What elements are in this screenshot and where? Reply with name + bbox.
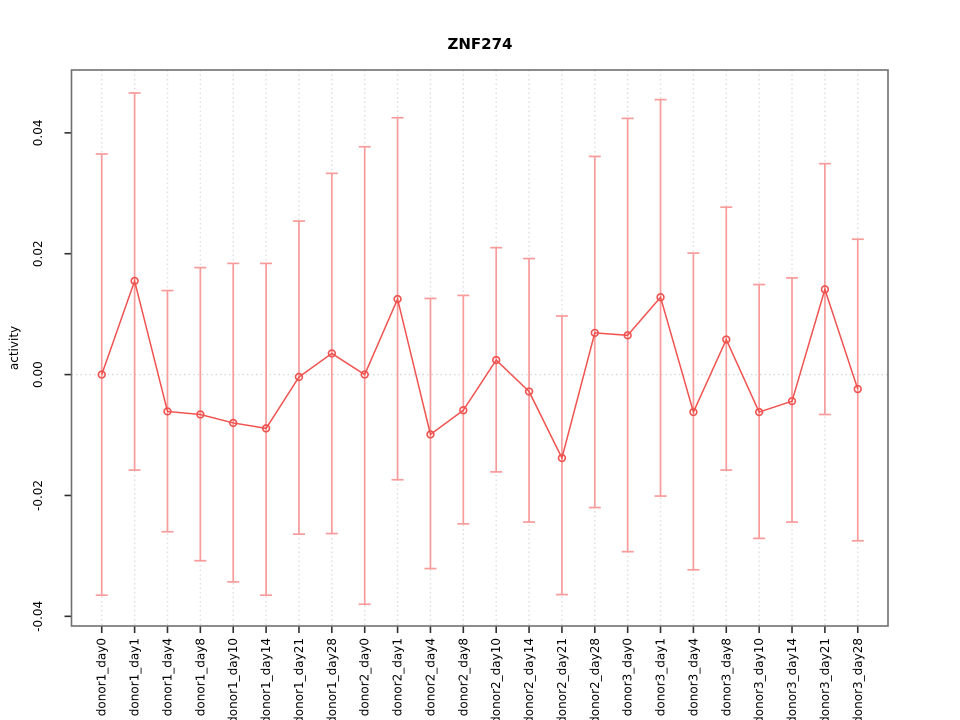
error-bars-group — [95, 92, 864, 606]
y-tick-label: 0.02 — [31, 240, 45, 267]
data-point — [722, 335, 731, 344]
x-tick-label: donor1_day8 — [193, 638, 207, 716]
x-tick-label: donor2_day21 — [555, 638, 569, 720]
x-tick-label: donor3_day14 — [785, 638, 799, 720]
data-points-group — [97, 276, 862, 463]
data-point — [327, 349, 337, 358]
data-point — [524, 387, 534, 396]
plot-border — [70, 69, 889, 627]
x-tick-label: donor1_day28 — [325, 638, 339, 720]
y-tick-label: 0.00 — [31, 361, 45, 388]
y-tick-label: -0.02 — [31, 480, 45, 511]
data-point — [459, 406, 468, 415]
data-point — [491, 355, 501, 365]
data-point — [163, 407, 172, 416]
series-line — [101, 278, 859, 461]
data-point — [590, 328, 599, 338]
data-point — [754, 407, 764, 417]
data-point — [393, 294, 402, 304]
chart-title: ZNF274 — [448, 35, 513, 53]
y-axis-label: activity — [7, 326, 21, 370]
x-tick-label: donor3_day1 — [654, 638, 668, 716]
x-tick-label: donor2_day1 — [391, 638, 405, 716]
x-tick-label: donor3_day28 — [851, 638, 865, 720]
x-tick-label: donor2_day28 — [588, 638, 602, 720]
axes-group: 0.04 0.02 0.00 -0.02 -0.04 donor1_day0 donor1_… — [31, 119, 865, 720]
x-tick-label: donor3_day21 — [818, 638, 832, 720]
x-tick-label: donor1_day0 — [95, 638, 109, 716]
x-tick-label: donor1_day10 — [226, 638, 240, 720]
data-point — [820, 285, 830, 294]
data-point — [97, 370, 106, 379]
x-tick-label: donor2_day10 — [489, 638, 503, 720]
x-tick-label: donor2_day4 — [423, 638, 437, 716]
data-point — [853, 384, 862, 394]
data-point — [656, 293, 665, 302]
gridlines-group — [101, 70, 859, 626]
x-tick-label: donor3_day4 — [686, 638, 700, 716]
x-tick-label: donor1_day1 — [128, 638, 142, 716]
data-point — [426, 430, 435, 439]
x-tick-label: donor1_day4 — [160, 638, 174, 716]
x-tick-label: donor3_day0 — [621, 638, 635, 716]
x-tick-label: donor2_day14 — [522, 638, 536, 720]
x-tick-label: donor1_day21 — [292, 638, 306, 720]
x-tick-label: donor1_day14 — [259, 638, 273, 720]
x-tick-label: donor2_day8 — [456, 638, 470, 716]
data-point — [130, 276, 139, 286]
data-point — [557, 453, 567, 463]
x-tick-label: donor3_day8 — [719, 638, 733, 716]
data-point — [623, 331, 632, 340]
y-tick-label: -0.04 — [31, 601, 45, 632]
data-point — [294, 372, 304, 382]
y-tick-label: 0.04 — [31, 119, 45, 146]
x-tick-label: donor3_day10 — [752, 638, 766, 720]
data-point — [787, 396, 797, 406]
data-point — [196, 410, 205, 419]
data-point — [360, 370, 369, 379]
data-point — [689, 407, 698, 417]
x-tick-label: donor2_day0 — [358, 638, 372, 716]
series-line-group — [101, 278, 859, 461]
data-point — [229, 418, 238, 428]
data-point — [261, 424, 271, 433]
